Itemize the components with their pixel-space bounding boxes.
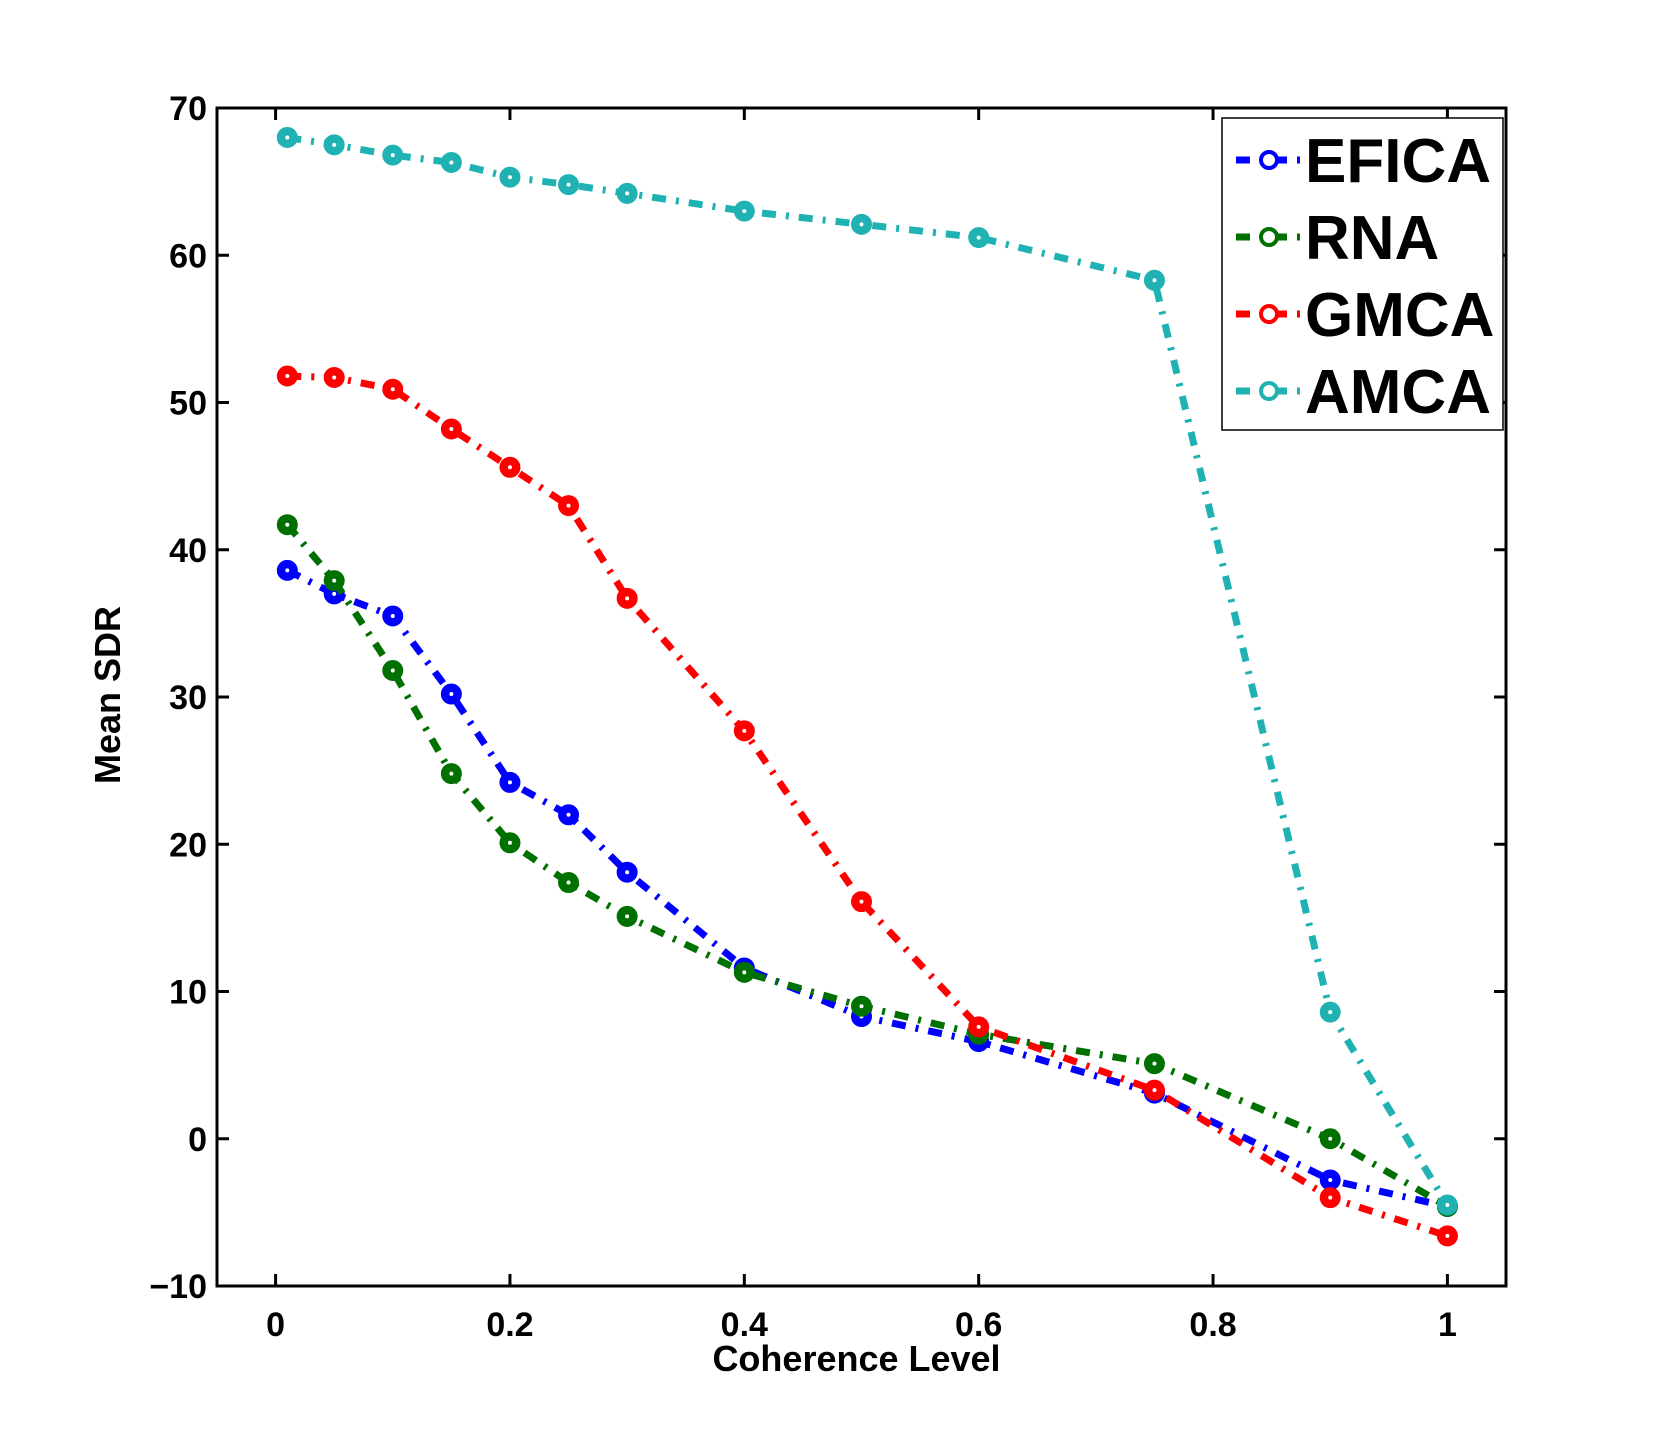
data-point-center [1152,1088,1157,1093]
data-point-center [507,780,512,785]
data-point-center [859,899,864,904]
y-tick-label: 30 [169,679,207,717]
data-point-center [285,135,290,140]
y-tick-label: 40 [169,532,207,570]
series-amca [276,126,1458,1216]
data-point-center [449,771,454,776]
data-point-center [390,668,395,673]
legend-item: RNA [1236,204,1439,273]
legend-item: EFICA [1236,127,1491,196]
data-point-center [859,1004,864,1009]
y-tick-label: 70 [169,90,207,128]
series-efica [276,559,1458,1217]
data-point-center [1445,1203,1450,1208]
legend-box [1221,117,1504,431]
series-line [287,372,1449,1240]
data-point-center [332,142,337,147]
data-point-center [566,812,571,817]
y-tick-label: −10 [149,1268,207,1306]
data-point-center [390,153,395,158]
data-point-center [1152,278,1157,283]
data-point-center [1445,1233,1450,1238]
data-point-center [507,465,512,470]
y-tick-label: 10 [169,974,207,1012]
data-point-center [625,870,630,875]
legend: EFICA RNA GMCA AMCA [1221,117,1504,431]
data-point-center [625,914,630,919]
plot-series [276,126,1458,1247]
data-point-center [742,728,747,733]
data-point-center [1328,1136,1333,1141]
legend-marker [1259,381,1279,401]
data-point-center [976,1024,981,1029]
legend-label: GMCA [1305,281,1494,350]
data-point-center [625,191,630,196]
data-point-center [285,373,290,378]
data-point-center [742,970,747,975]
data-point-center [625,596,630,601]
data-point-center [566,880,571,885]
data-point-center [859,222,864,227]
legend-marker [1259,227,1279,247]
legend-item: GMCA [1236,281,1494,350]
legend-label: EFICA [1305,127,1491,196]
data-point-center [976,235,981,240]
x-tick-label: 0.6 [955,1306,1002,1344]
data-point-center [285,522,290,527]
data-point-center [1328,1177,1333,1182]
y-axis-label: Mean SDR [87,606,128,784]
data-point-center [742,209,747,214]
legend-item: AMCA [1236,358,1491,427]
data-point-center [449,427,454,432]
y-tick-label: 60 [169,237,207,275]
data-point-center [332,375,337,380]
series-gmca [276,365,1458,1247]
x-axis-label: Coherence Level [712,1338,1000,1379]
y-tick-label: 0 [188,1121,207,1159]
legend-label: AMCA [1305,358,1491,427]
data-point-center [332,578,337,583]
y-tick-label: 20 [169,826,207,864]
legend-label: RNA [1305,204,1439,273]
data-point-center [1328,1010,1333,1015]
data-point-center [332,591,337,596]
axis-tick-labels: 0 0.2 0.4 0.6 0.8 1 −10 0 10 20 30 40 50 60 70 [149,90,1457,1344]
x-tick-label: 0 [266,1306,285,1344]
data-point-center [507,840,512,845]
legend-marker [1259,304,1279,324]
data-point-center [285,568,290,573]
x-tick-label: 0.4 [721,1306,768,1344]
legend-marker [1259,150,1279,170]
axis-ticks [217,106,1506,1288]
x-tick-label: 0.2 [486,1306,533,1344]
data-point-center [449,692,454,697]
data-point-center [566,503,571,508]
y-tick-label: 50 [169,385,207,423]
series-line [285,567,1449,1210]
data-point-center [390,614,395,619]
data-point-center [1328,1195,1333,1200]
x-tick-label: 0.8 [1189,1306,1236,1344]
data-point-center [507,175,512,180]
x-tick-label: 1 [1438,1306,1457,1344]
series-line [284,522,1450,1210]
data-point-center [566,182,571,187]
data-point-center [449,160,454,165]
series-rna [276,514,1458,1217]
data-point-center [390,387,395,392]
data-point-center [1152,1061,1157,1066]
